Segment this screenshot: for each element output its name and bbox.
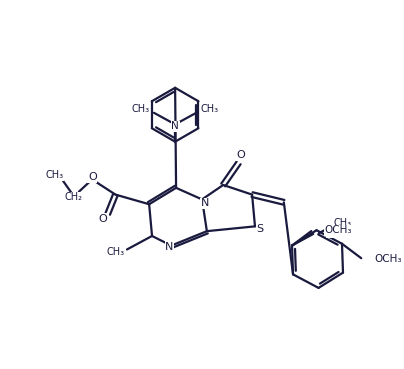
Text: N: N <box>165 242 174 252</box>
Text: CH₃: CH₃ <box>333 218 351 228</box>
Text: S: S <box>256 224 263 234</box>
Text: CH₃: CH₃ <box>201 104 219 114</box>
Text: O: O <box>99 214 107 224</box>
Text: CH₃: CH₃ <box>46 170 64 180</box>
Text: O: O <box>236 150 245 160</box>
Text: N: N <box>171 121 179 131</box>
Text: O: O <box>88 172 97 182</box>
Text: O: O <box>326 227 335 237</box>
Text: OCH₃: OCH₃ <box>325 225 352 235</box>
Text: CH₃: CH₃ <box>106 247 124 257</box>
Text: N: N <box>201 198 209 208</box>
Text: OCH₃: OCH₃ <box>375 254 402 264</box>
Text: CH₃: CH₃ <box>131 104 149 114</box>
Text: CH₂: CH₂ <box>64 193 82 203</box>
